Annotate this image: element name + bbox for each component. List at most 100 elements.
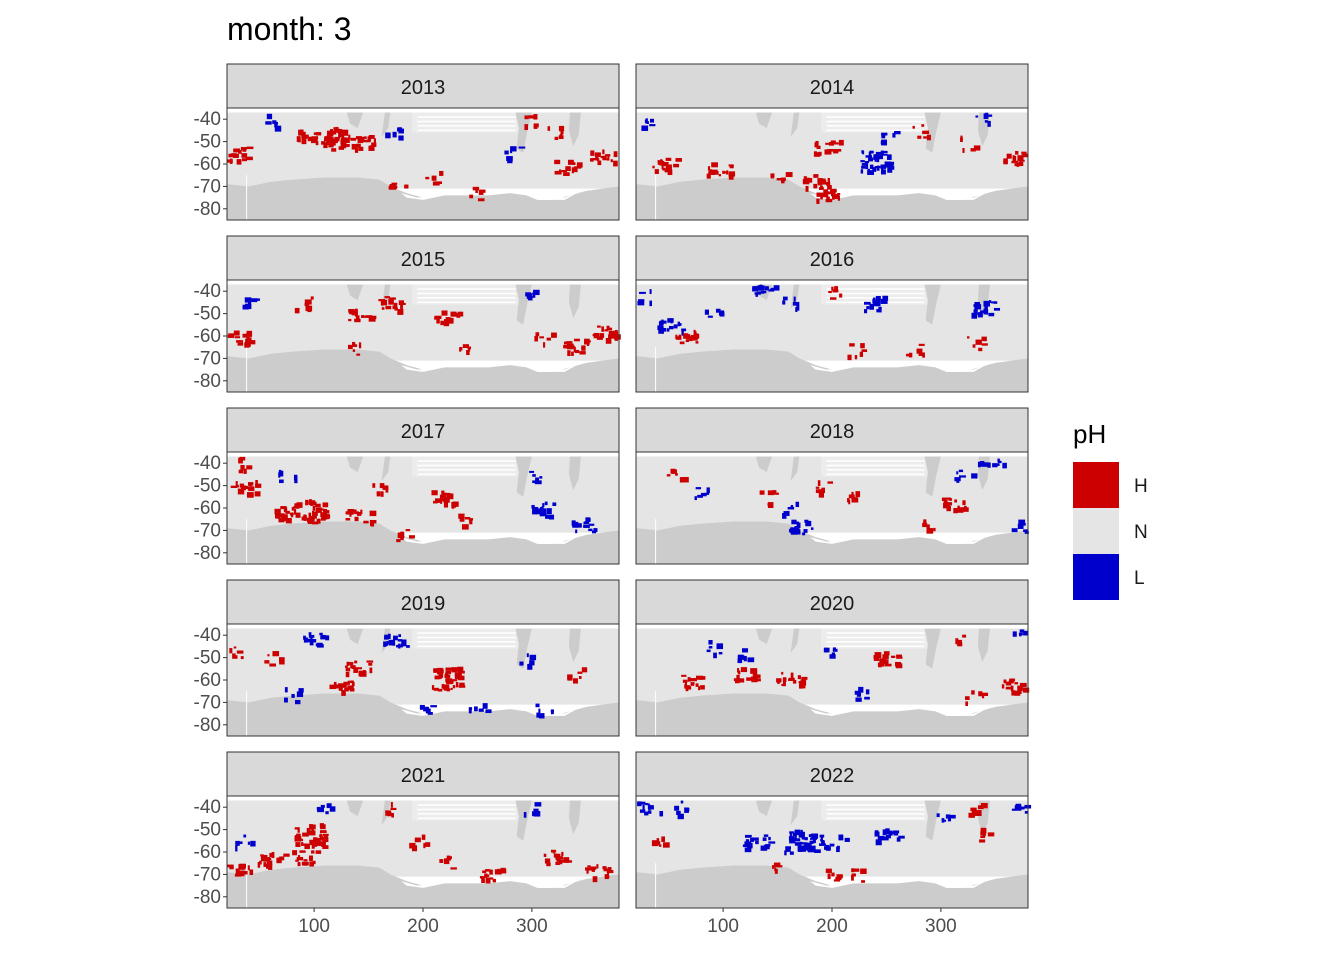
anomaly-cell-L	[1002, 462, 1007, 469]
anomaly-cell-H	[437, 669, 444, 674]
anomaly-cell-H	[661, 165, 664, 170]
anomaly-cell-L	[398, 135, 404, 141]
anomaly-cell-H	[342, 129, 349, 136]
anomaly-cell-L	[294, 699, 301, 705]
anomaly-cell-H	[388, 298, 394, 305]
anomaly-cell-H	[836, 874, 843, 879]
anomaly-cell-H	[698, 686, 701, 691]
anomaly-cell-H	[686, 685, 690, 689]
anomaly-cell-L	[887, 154, 892, 160]
anomaly-cell-L	[309, 638, 317, 643]
anomaly-cell-L	[876, 158, 880, 163]
missing-band	[821, 112, 930, 133]
anomaly-cell-H	[296, 502, 303, 508]
anomaly-cell-L	[533, 812, 539, 815]
y-tick-label: -40	[194, 453, 221, 474]
anomaly-cell-H	[319, 841, 326, 846]
anomaly-cell-L	[803, 529, 808, 533]
anomaly-cell-L	[877, 154, 883, 160]
anomaly-cell-H	[695, 341, 699, 344]
anomaly-cell-H	[241, 158, 247, 162]
anomaly-cell-H	[692, 337, 698, 341]
anomaly-cell-H	[695, 683, 699, 687]
anomaly-cell-H	[917, 135, 922, 139]
anomaly-cell-H	[1006, 153, 1012, 159]
anomaly-cell-L	[773, 285, 780, 291]
anomaly-cell-H	[358, 136, 365, 142]
anomaly-cell-H	[283, 853, 290, 857]
anomaly-cell-L	[585, 517, 591, 522]
anomaly-cell-H	[354, 511, 359, 515]
anomaly-cell-H	[266, 860, 273, 866]
anomaly-cell-H	[294, 835, 302, 842]
anomaly-cell-H	[425, 842, 431, 847]
anomaly-cell-H	[528, 115, 536, 119]
anomaly-cell-H	[912, 125, 915, 129]
anomaly-cell-H	[246, 330, 253, 336]
anomaly-cell-H	[338, 146, 345, 150]
facet-panel-2017: 2017	[226, 407, 620, 565]
anomaly-cell-H	[606, 870, 614, 874]
anomaly-cell-H	[315, 141, 319, 146]
anomaly-cell-L	[274, 122, 278, 128]
anomaly-cell-H	[710, 169, 718, 175]
anomaly-cell-L	[829, 843, 835, 847]
anomaly-cell-H	[264, 660, 270, 664]
anomaly-cell-L	[430, 705, 437, 708]
anomaly-cell-H	[240, 464, 245, 470]
anomaly-cell-L	[593, 528, 598, 533]
anomaly-cell-L	[533, 808, 539, 811]
anomaly-cell-H	[682, 679, 688, 683]
anomaly-cell-H	[347, 344, 353, 350]
anomaly-cell-L	[387, 633, 391, 639]
anomaly-cell-L	[874, 831, 880, 837]
anomaly-cell-H	[671, 469, 677, 474]
anomaly-cell-H	[458, 685, 466, 688]
anomaly-cell-L	[548, 514, 555, 520]
anomaly-cell-H	[832, 142, 839, 145]
anomaly-cell-H	[457, 311, 464, 317]
anomaly-cell-H	[354, 516, 359, 522]
anomaly-cell-H	[827, 185, 832, 190]
anomaly-cell-H	[906, 353, 912, 357]
anomaly-cell-H	[563, 341, 567, 345]
anomaly-cell-H	[827, 873, 831, 880]
landmass	[755, 628, 773, 645]
anomaly-cell-L	[468, 708, 472, 714]
anomaly-cell-L	[881, 139, 888, 146]
anomaly-cell-H	[348, 134, 351, 140]
landmass	[346, 456, 364, 473]
anomaly-cell-H	[980, 802, 988, 809]
anomaly-cell-H	[441, 490, 445, 496]
anomaly-cell-L	[744, 841, 752, 845]
anomaly-cell-L	[885, 828, 890, 834]
anomaly-cell-H	[320, 824, 326, 830]
anomaly-cell-H	[414, 837, 421, 843]
anomaly-cell-H	[728, 174, 734, 180]
anomaly-cell-H	[261, 854, 268, 859]
anomaly-cell-H	[828, 149, 836, 152]
anomaly-cell-H	[740, 667, 748, 673]
anomaly-cell-H	[335, 126, 339, 132]
anomaly-cell-H	[981, 336, 987, 342]
anomaly-cell-H	[310, 842, 317, 846]
anomaly-cell-L	[284, 687, 288, 693]
anomaly-cell-H	[737, 670, 741, 675]
anomaly-cell-H	[351, 665, 356, 669]
anomaly-cell-H	[350, 680, 354, 684]
anomaly-cell-L	[793, 838, 801, 842]
anomaly-cell-L	[310, 635, 313, 641]
anomaly-cell-H	[581, 347, 584, 350]
anomaly-cell-H	[967, 336, 970, 339]
anomaly-cell-H	[489, 869, 493, 875]
anomaly-cell-H	[974, 810, 982, 816]
anomaly-cell-H	[591, 868, 595, 872]
sea-ice	[940, 534, 990, 544]
sea-ice	[401, 193, 445, 200]
anomaly-cell-L	[681, 330, 684, 336]
anomaly-cell-L	[316, 642, 323, 647]
anomaly-cell-H	[829, 297, 837, 300]
anomaly-cell-L	[860, 169, 864, 174]
sea-ice	[401, 537, 445, 544]
anomaly-cell-H	[860, 343, 865, 349]
